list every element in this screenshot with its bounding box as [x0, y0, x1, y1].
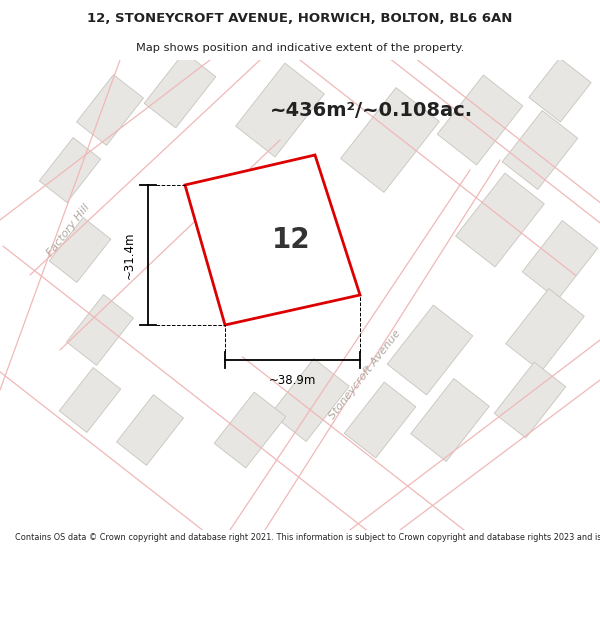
Polygon shape: [49, 217, 111, 282]
Polygon shape: [77, 74, 143, 146]
Polygon shape: [185, 155, 360, 325]
Polygon shape: [387, 305, 473, 395]
Polygon shape: [59, 368, 121, 432]
Polygon shape: [116, 394, 184, 466]
Polygon shape: [341, 88, 439, 192]
Polygon shape: [522, 221, 598, 299]
Polygon shape: [144, 52, 216, 128]
Text: Map shows position and indicative extent of the property.: Map shows position and indicative extent…: [136, 43, 464, 53]
Polygon shape: [39, 138, 101, 202]
Polygon shape: [344, 382, 416, 458]
Polygon shape: [455, 173, 544, 267]
Text: ~31.4m: ~31.4m: [123, 231, 136, 279]
Polygon shape: [494, 362, 566, 438]
Polygon shape: [437, 75, 523, 165]
Polygon shape: [411, 379, 489, 461]
Text: ~436m²/~0.108ac.: ~436m²/~0.108ac.: [270, 101, 473, 119]
Polygon shape: [214, 392, 286, 468]
Polygon shape: [236, 63, 325, 157]
Polygon shape: [67, 294, 133, 366]
Polygon shape: [529, 58, 591, 122]
Text: 12, STONEYCROFT AVENUE, HORWICH, BOLTON, BL6 6AN: 12, STONEYCROFT AVENUE, HORWICH, BOLTON,…: [88, 11, 512, 24]
Polygon shape: [506, 289, 584, 371]
Text: 12: 12: [272, 226, 311, 254]
Polygon shape: [271, 359, 349, 441]
Text: ~38.9m: ~38.9m: [269, 374, 316, 387]
Text: Contains OS data © Crown copyright and database right 2021. This information is : Contains OS data © Crown copyright and d…: [15, 533, 600, 542]
Text: Factory Hill: Factory Hill: [44, 202, 91, 258]
Polygon shape: [502, 111, 578, 189]
Text: Stoneycroft Avenue: Stoneycroft Avenue: [327, 329, 403, 421]
